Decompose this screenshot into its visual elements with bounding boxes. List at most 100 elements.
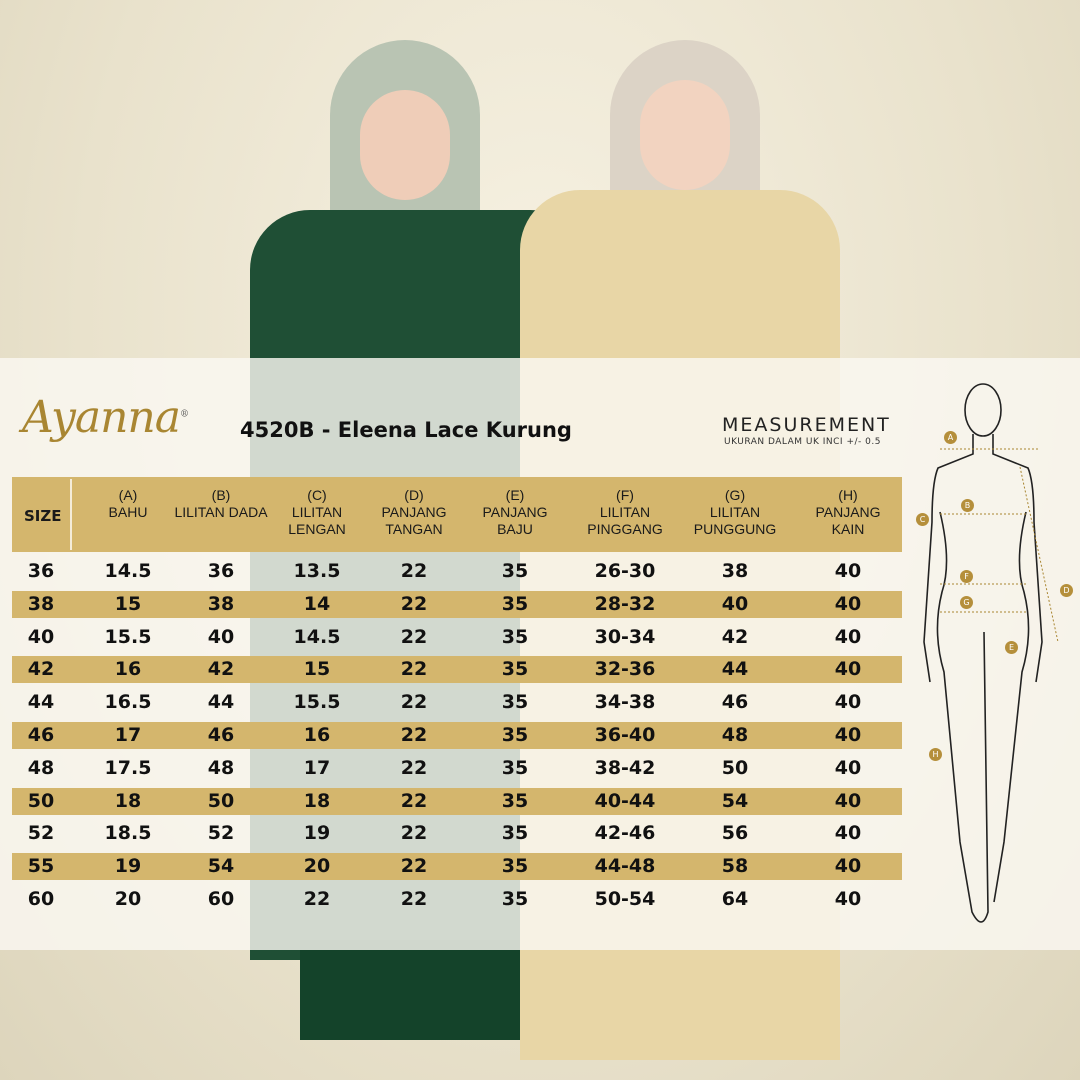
column-header: (B) LILITAN DADA bbox=[171, 487, 271, 521]
torso-leg-outline bbox=[936, 511, 1030, 923]
size-cell: 38 bbox=[27, 592, 55, 615]
value-cell: 16 bbox=[303, 724, 331, 746]
value-cell: 40 bbox=[834, 822, 862, 845]
value-cell: 35 bbox=[501, 625, 529, 648]
value-cell: 18 bbox=[303, 789, 331, 812]
value-cell: 15 bbox=[303, 658, 331, 681]
table-row: 52 18.5 52 19 22 35 42-46 56 40 bbox=[12, 820, 902, 847]
size-cell: 42 bbox=[27, 658, 55, 681]
body-measurement-diagram bbox=[923, 383, 1059, 923]
measurement-marker: E bbox=[1005, 641, 1018, 654]
value-cell: 40 bbox=[834, 625, 862, 648]
table-row: 46 17 46 16 22 35 36-40 48 40 bbox=[12, 722, 902, 749]
value-cell: 13.5 bbox=[293, 560, 341, 582]
value-cell: 22 bbox=[400, 888, 428, 910]
brand-logo: Ayanna® bbox=[22, 392, 189, 443]
value-cell: 22 bbox=[400, 855, 428, 878]
table-row: 55 19 54 20 22 35 44-48 58 40 bbox=[12, 853, 902, 881]
value-cell: 35 bbox=[501, 855, 529, 878]
value-cell: 20 bbox=[114, 888, 142, 910]
value-cell: 35 bbox=[501, 888, 529, 910]
value-cell: 22 bbox=[400, 756, 428, 779]
column-label: PANJANG KAIN bbox=[815, 504, 881, 537]
value-cell: 35 bbox=[501, 756, 529, 779]
value-cell: 48 bbox=[721, 724, 749, 746]
value-cell: 35 bbox=[501, 658, 529, 681]
value-cell: 22 bbox=[303, 888, 331, 910]
column-code: (F) bbox=[616, 487, 634, 503]
size-cell: 40 bbox=[27, 625, 55, 648]
measurement-title: MEASUREMENT bbox=[722, 414, 891, 436]
size-cell: 48 bbox=[27, 756, 55, 779]
column-header: (F) LILITAN PINGGANG bbox=[575, 487, 675, 538]
measurement-subtitle: UKURAN DALAM UK INCI +/- 0.5 bbox=[724, 437, 881, 447]
size-cell: 46 bbox=[27, 724, 55, 746]
value-cell: 19 bbox=[303, 822, 331, 845]
value-cell: 46 bbox=[721, 691, 749, 714]
value-cell: 38-42 bbox=[594, 756, 656, 779]
value-cell: 17 bbox=[303, 756, 331, 779]
measurement-marker: A bbox=[944, 431, 957, 444]
value-cell: 34-38 bbox=[594, 691, 656, 714]
measurement-marker: B bbox=[961, 499, 974, 512]
value-cell: 26-30 bbox=[594, 560, 656, 582]
size-cell: 60 bbox=[27, 888, 55, 910]
size-cell: 36 bbox=[27, 560, 55, 582]
value-cell: 20 bbox=[303, 855, 331, 878]
value-cell: 22 bbox=[400, 592, 428, 615]
value-cell: 38 bbox=[721, 560, 749, 582]
value-cell: 32-36 bbox=[594, 658, 656, 681]
measurement-marker: D bbox=[1060, 584, 1073, 597]
value-cell: 14.5 bbox=[293, 625, 341, 648]
value-cell: 19 bbox=[114, 855, 142, 878]
value-cell: 22 bbox=[400, 691, 428, 714]
column-label: LILITAN PINGGANG bbox=[587, 504, 663, 537]
value-cell: 18.5 bbox=[104, 822, 152, 845]
column-header: (H) PANJANG KAIN bbox=[798, 487, 898, 538]
measurement-marker: G bbox=[960, 596, 973, 609]
column-label: LILITAN LENGAN bbox=[288, 504, 346, 537]
column-header: (G) LILITAN PUNGGUNG bbox=[685, 487, 785, 538]
arm-outline bbox=[923, 434, 1043, 683]
value-cell: 52 bbox=[207, 822, 235, 845]
value-cell: 64 bbox=[721, 888, 749, 910]
value-cell: 35 bbox=[501, 822, 529, 845]
value-cell: 60 bbox=[207, 888, 235, 910]
table-row: 50 18 50 18 22 35 40-44 54 40 bbox=[12, 787, 902, 815]
column-code: (C) bbox=[307, 487, 327, 503]
size-cell: 50 bbox=[27, 789, 55, 812]
head-outline bbox=[964, 383, 1002, 437]
table-header: SIZE (A) BAHU (B) LILITAN DADA (C) LILITAN LE… bbox=[12, 477, 902, 552]
column-label: PANJANG BAJU bbox=[482, 504, 548, 537]
column-header: (E) PANJANG BAJU bbox=[465, 487, 565, 538]
value-cell: 40 bbox=[834, 691, 862, 714]
value-cell: 40 bbox=[834, 724, 862, 746]
table-row: 40 15.5 40 14.5 22 35 30-34 42 40 bbox=[12, 624, 902, 651]
value-cell: 22 bbox=[400, 789, 428, 812]
value-cell: 35 bbox=[501, 724, 529, 746]
column-code: (E) bbox=[505, 487, 525, 503]
value-cell: 50-54 bbox=[594, 888, 656, 910]
value-cell: 40 bbox=[834, 756, 862, 779]
value-cell: 15.5 bbox=[293, 691, 341, 714]
measurement-marker: C bbox=[916, 513, 929, 526]
value-cell: 14 bbox=[303, 592, 331, 615]
value-cell: 44 bbox=[721, 658, 749, 681]
value-cell: 40 bbox=[834, 560, 862, 582]
value-cell: 58 bbox=[721, 855, 749, 878]
value-cell: 14.5 bbox=[104, 560, 152, 582]
column-header: (D) PANJANG TANGAN bbox=[364, 487, 464, 538]
value-cell: 42-46 bbox=[594, 822, 656, 845]
value-cell: 35 bbox=[501, 691, 529, 714]
value-cell: 22 bbox=[400, 724, 428, 746]
size-cell: 44 bbox=[27, 691, 55, 714]
size-cell: 55 bbox=[27, 855, 55, 878]
value-cell: 35 bbox=[501, 560, 529, 582]
measurement-marker: H bbox=[929, 748, 942, 761]
value-cell: 17.5 bbox=[104, 756, 152, 779]
value-cell: 40-44 bbox=[594, 789, 656, 812]
table-row: 36 14.5 36 13.5 22 35 26-30 38 40 bbox=[12, 558, 902, 585]
column-label: LILITAN PUNGGUNG bbox=[693, 504, 777, 537]
value-cell: 54 bbox=[721, 789, 749, 812]
value-cell: 50 bbox=[207, 789, 235, 812]
